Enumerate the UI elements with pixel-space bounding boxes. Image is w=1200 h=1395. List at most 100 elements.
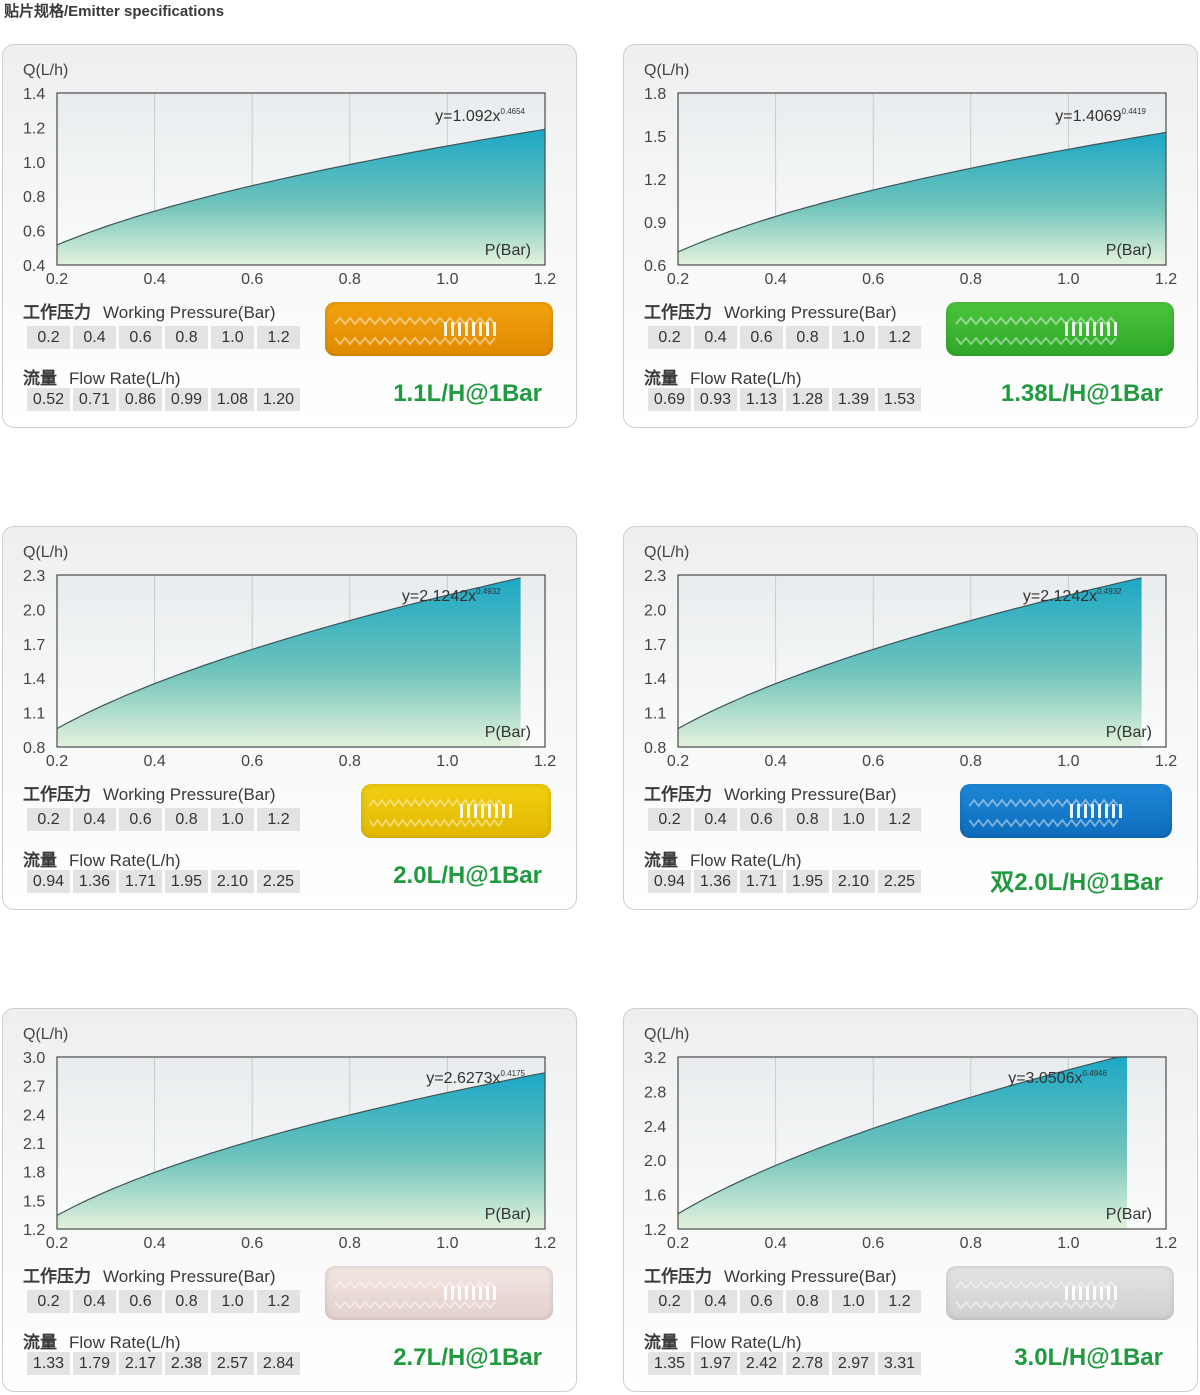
flow-cell: 2.17 [119,1352,162,1375]
outlet-slot [1106,1286,1110,1300]
y-tick-label: 2.8 [644,1084,666,1101]
flow-chart: Q(L/h)1.81.51.20.90.60.2 0.4 0.6 0.8 1.0 1.2P… [644,62,1177,285]
flow-cell: 2.10 [211,870,254,893]
working-pressure-label: 工作压力 Working Pressure(Bar) [23,780,276,805]
flow-cell: 1.28 [786,388,829,411]
flow-chart: Q(L/h)2.32.01.71.41.10.80.2 0.4 0.6 0.8 1.0 1… [23,544,556,767]
flow-row: 0.69 0.93 1.13 1.28 1.39 1.53 [648,388,921,411]
pressure-cell: 0.4 [694,326,737,349]
x-tick-label: 0.8 [339,1235,361,1249]
pressure-cell: 0.4 [73,808,116,831]
pressure-cell: 1.2 [257,1290,300,1313]
outlet-slot [1105,804,1109,818]
x-tick-label: 0.2 [667,271,689,285]
y-tick-label: 1.2 [644,1222,666,1239]
outlet-slot [1099,322,1103,336]
y-tick-label: 2.4 [644,1119,666,1136]
outlet-slot [464,322,468,336]
outlet-slot [492,322,496,336]
outlet-slot [457,1286,461,1300]
equation-label: y=2.1242x0.4932 [402,587,501,605]
y-tick-label: 0.4 [23,258,45,275]
flow-cell: 1.95 [165,870,208,893]
equation-label: y=2.6273x0.4175 [426,1069,525,1087]
x-tick-label: 0.6 [241,753,263,767]
y-axis-title: Q(L/h) [23,1026,68,1043]
emitter-image [361,784,551,838]
x-tick-label: 1.0 [436,271,458,285]
y-tick-label: 1.0 [23,155,45,172]
flow-row: 0.94 1.36 1.71 1.95 2.10 2.25 [27,870,300,893]
outlet-slot [1091,804,1095,818]
y-axis-title: Q(L/h) [644,1026,689,1043]
y-tick-label: 1.2 [23,1222,45,1239]
y-axis-title: Q(L/h) [644,62,689,79]
x-tick-label: 0.4 [764,1235,786,1249]
outlet-slot [450,322,454,336]
pressure-cell: 1.2 [257,326,300,349]
label-zh: 工作压力 [644,1267,712,1286]
pressure-cell: 1.2 [878,1290,921,1313]
label-zh: 工作压力 [23,303,91,322]
x-tick-label: 0.8 [339,271,361,285]
flow-cell: 3.31 [878,1352,921,1375]
outlet-slot [471,1286,475,1300]
flow-rate-label: 流量 Flow Rate(L/h) [644,1328,801,1353]
outlet-slot [1085,322,1089,336]
x-tick-label: 1.0 [436,753,458,767]
emitter-image [325,1266,553,1320]
y-tick-label: 0.8 [23,740,45,757]
label-en: Working Pressure(Bar) [724,785,897,804]
flow-rating: 双2.0L/H@1Bar [990,869,1163,896]
pressure-row: 0.2 0.4 0.6 0.8 1.0 1.2 [648,1290,921,1313]
label-en: Working Pressure(Bar) [103,785,276,804]
x-tick-label: 1.2 [534,271,556,285]
x-tick-label: 0.6 [241,271,263,285]
outlet-slot [487,804,491,818]
x-tick-label: 0.8 [339,753,361,767]
x-tick-label: 0.6 [241,1235,263,1249]
y-axis-title: Q(L/h) [23,544,68,561]
y-tick-label: 2.1 [23,1136,45,1153]
y-tick-label: 2.3 [644,568,666,585]
outlet-slot [478,1286,482,1300]
flow-rating: 1.38L/H@1Bar [1000,380,1163,407]
x-tick-label: 0.6 [862,753,884,767]
flow-row: 0.52 0.71 0.86 0.99 1.08 1.20 [27,388,300,411]
y-tick-label: 1.1 [644,706,666,723]
flow-area [57,129,545,265]
pressure-cell: 1.0 [832,326,875,349]
pressure-cell: 0.8 [165,808,208,831]
emitter-labyrinth [334,316,496,346]
x-tick-label: 0.6 [862,1235,884,1249]
label-en: Flow Rate(L/h) [69,369,181,388]
y-tick-label: 3.2 [644,1050,666,1067]
pressure-cell: 1.2 [878,808,921,831]
emitter-labyrinth [368,798,504,828]
emitter-image [946,1266,1174,1320]
label-en: Working Pressure(Bar) [103,1267,276,1286]
outlet-slot [478,322,482,336]
flow-rate-label: 流量 Flow Rate(L/h) [644,364,801,389]
flow-cell: 2.42 [740,1352,783,1375]
y-tick-label: 1.5 [23,1193,45,1210]
outlet-slot [471,322,475,336]
flow-area [57,1072,545,1229]
pressure-row: 0.2 0.4 0.6 0.8 1.0 1.2 [648,326,921,349]
flow-cell: 1.95 [786,870,829,893]
outlet-slot [1113,1286,1117,1300]
flow-cell: 1.97 [694,1352,737,1375]
pressure-cell: 0.4 [73,326,116,349]
flow-curve [677,1056,1127,1215]
flow-cell: 1.13 [740,388,783,411]
flow-curve [56,128,546,246]
x-tick-label: 1.2 [1155,271,1177,285]
outlet-slot [1098,804,1102,818]
pressure-cell: 0.2 [648,326,691,349]
flow-cell: 0.93 [694,388,737,411]
y-tick-label: 2.4 [23,1107,45,1124]
outlet-slot [1071,1286,1075,1300]
spec-card: Q(L/h) 2.3 2.0 1.7 1.4 1.1 0.8 0.2 0.4 0.6 0.8 1.0 1… [2,526,577,910]
y-tick-label: 1.8 [644,86,666,103]
pressure-cell: 0.6 [119,1290,162,1313]
